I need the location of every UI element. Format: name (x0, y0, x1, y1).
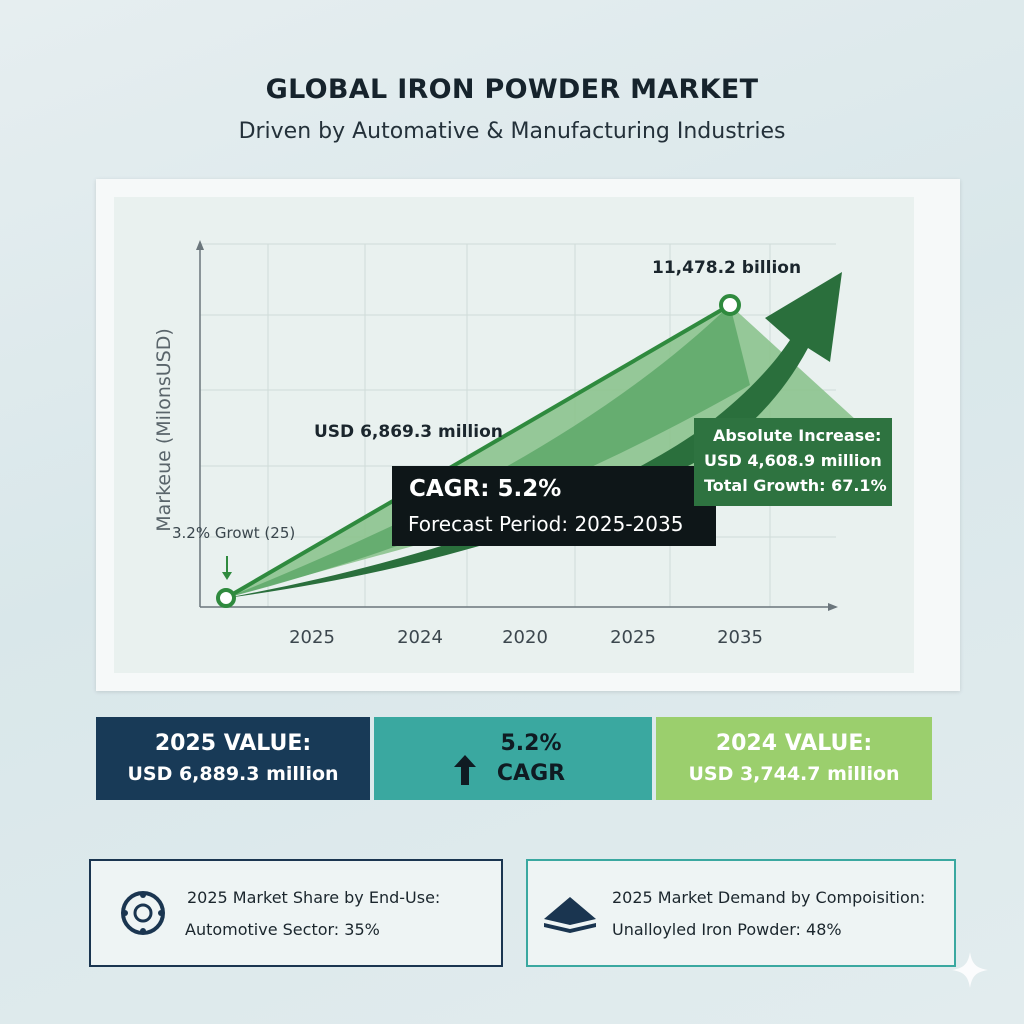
end-value-label: 11,478.2 billion (652, 258, 802, 278)
x-tick-label: 2025 (289, 627, 335, 648)
series-line (224, 303, 732, 600)
composition-value: Unalloyled Iron Powder: 48% (612, 920, 842, 939)
cagr-callout: CAGR: 5.2% Forecast Period: 2025-2035 (392, 466, 716, 546)
kpi-cagr-value: 5.2% (500, 731, 562, 756)
kpi-2025-title: 2025 VALUE: (154, 731, 312, 756)
info-card-composition: 2025 Market Demand by Compoisition: Unal… (526, 859, 956, 967)
info-card-end-use: 2025 Market Share by End-Use: Automotive… (89, 859, 503, 967)
kpi-2025-value: USD 6,889.3 million (127, 763, 339, 785)
x-axis-arrow (828, 603, 838, 611)
end-use-title: 2025 Market Share by End-Use: (187, 888, 441, 907)
data-point-start (216, 588, 236, 608)
mid-value-label: USD 6,869.3 million (314, 422, 503, 442)
kpi-2024-value: USD 3,744.7 million (688, 763, 900, 785)
x-tick-label: 2024 (397, 627, 443, 648)
target-icon (121, 891, 165, 935)
kpi-card-2024-value: 2024 VALUE: USD 3,744.7 million (656, 717, 932, 800)
x-tick-label: 2035 (717, 627, 763, 648)
x-tick-label: 2020 (502, 627, 548, 648)
kpi-cagr-label: CAGR (496, 761, 566, 786)
start-growth-note: 3.2% Growt (25) (172, 524, 296, 542)
y-axis-label: Markeue (MilonsUSD) (153, 328, 175, 532)
page-title: GLOBAL IRON POWDER MARKET (265, 74, 759, 105)
total-growth-label: Total Growth: 67.1% (704, 476, 887, 495)
kpi-card-2025-value: 2025 VALUE: USD 6,889.3 million (96, 717, 370, 800)
kpi-card-cagr: 5.2% CAGR (374, 717, 652, 800)
start-pointer-arrow (222, 572, 232, 580)
page-subtitle: Driven by Automative & Manufacturing Ind… (238, 119, 786, 144)
end-use-value: Automotive Sector: 35% (185, 920, 380, 939)
sparkle-icon (952, 952, 988, 988)
kpi-2024-title: 2024 VALUE: (715, 731, 873, 756)
forecast-period-label: Forecast Period: 2025-2035 (408, 512, 684, 536)
y-axis-arrow (196, 240, 204, 250)
absolute-increase-label: Absolute Increase: (713, 426, 882, 445)
growth-callout: Absolute Increase: USD 4,608.9 million T… (694, 418, 892, 506)
cagr-callout-value: CAGR: 5.2% (409, 476, 562, 502)
absolute-increase-value: USD 4,608.9 million (704, 451, 882, 470)
up-arrow-icon (454, 755, 476, 785)
x-tick-label: 2025 (610, 627, 656, 648)
composition-title: 2025 Market Demand by Compoisition: (612, 888, 926, 907)
data-point-end (719, 294, 741, 316)
pyramid-icon (544, 897, 596, 933)
